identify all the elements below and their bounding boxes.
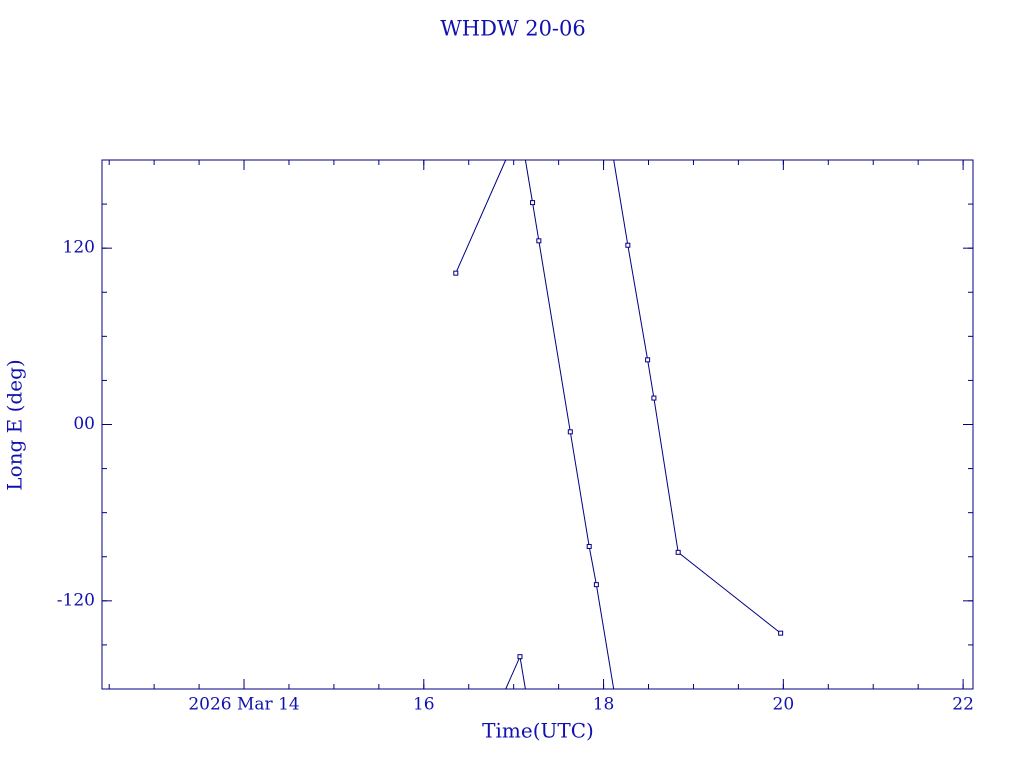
line-segment [524, 159, 534, 203]
x-tick-label: 2026 Mar 14 [188, 695, 299, 715]
line-segment [505, 656, 521, 690]
line-segment [627, 245, 649, 360]
line-segment [569, 431, 590, 547]
x-axis-label: Time(UTC) [482, 719, 594, 743]
chart-title: WHDW 20-06 [440, 17, 586, 41]
line-segment [595, 584, 615, 690]
point-marker [567, 429, 573, 435]
point-marker [586, 543, 592, 549]
line-segment [538, 240, 571, 432]
point-marker [453, 270, 459, 276]
point-marker [645, 357, 651, 363]
point-marker [536, 238, 542, 244]
line-segment [519, 656, 526, 690]
point-marker [517, 654, 523, 660]
point-marker [675, 549, 681, 555]
point-marker [778, 630, 784, 636]
x-tick-label: 20 [773, 695, 795, 715]
y-tick-label: 120 [63, 238, 95, 258]
line-segment [647, 359, 655, 399]
line-segment [613, 159, 629, 246]
point-marker [530, 200, 536, 206]
y-tick-label: 00 [73, 414, 95, 434]
x-tick-label: 16 [413, 695, 435, 715]
point-marker [625, 242, 631, 248]
line-segment [455, 159, 507, 274]
line-segment [653, 397, 679, 553]
point-marker [593, 582, 599, 588]
line-segment [532, 202, 540, 241]
y-axis-label: Long E (deg) [3, 359, 27, 490]
line-segment [677, 551, 781, 634]
point-marker [651, 395, 657, 401]
x-tick-label: 18 [593, 695, 615, 715]
x-tick-label: 22 [952, 695, 974, 715]
y-tick-label: -120 [57, 590, 95, 610]
line-segment [588, 546, 597, 585]
